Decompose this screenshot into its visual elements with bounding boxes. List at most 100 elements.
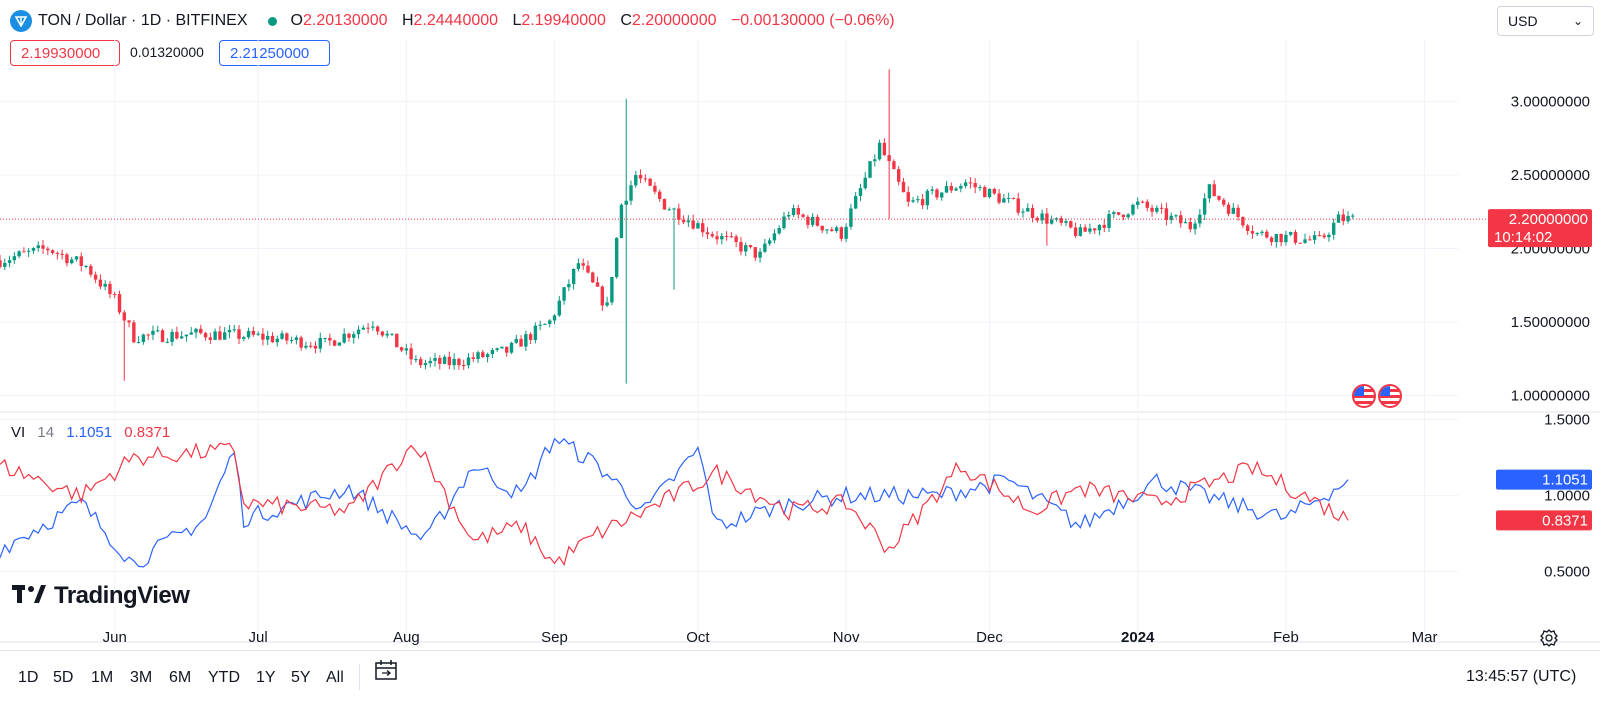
price-tick-label: 1.00000000	[1511, 387, 1590, 404]
tradingview-logo[interactable]: TradingView	[12, 582, 190, 610]
candle-body	[332, 340, 337, 346]
candle-body	[882, 142, 887, 156]
candle-body	[576, 263, 581, 269]
us-flag-icon[interactable]	[1352, 384, 1376, 408]
candle-body	[113, 294, 117, 296]
candle-body	[1112, 212, 1116, 215]
candle-body	[184, 334, 189, 337]
candle-body	[108, 283, 112, 295]
candle-body	[495, 348, 499, 351]
candle-body	[1040, 213, 1044, 221]
candle-body	[810, 216, 815, 225]
candle-body	[753, 247, 757, 258]
vi-tick-label: 0.5000	[1544, 564, 1590, 581]
candle-body	[782, 216, 786, 229]
range-5y-button[interactable]: 5Y	[291, 669, 311, 686]
candle-body	[1217, 196, 1221, 200]
candle-body	[509, 342, 514, 353]
symbol-title[interactable]: TON / Dollar · 1D · BITFINEX	[38, 12, 248, 29]
candle-body	[892, 161, 896, 170]
gear-icon[interactable]	[1539, 628, 1559, 648]
open-value: 2.20130000	[302, 12, 388, 29]
candle-body	[638, 174, 643, 179]
candle-body	[562, 287, 566, 301]
utc-clock[interactable]: 13:45:57 (UTC)	[1466, 668, 1577, 685]
candle-body	[74, 256, 79, 260]
range-1d-button[interactable]: 1D	[18, 669, 39, 686]
candle-body	[227, 329, 232, 333]
candle-body	[691, 220, 695, 229]
candle-body	[485, 354, 490, 358]
candle-body	[1064, 221, 1068, 223]
candle-body	[156, 330, 160, 332]
range-1m-button[interactable]: 1M	[91, 669, 114, 686]
candle-body	[1164, 208, 1169, 220]
candle-body	[796, 208, 801, 215]
currency-select[interactable]: USD ⌄	[1497, 6, 1594, 36]
candle-body	[1107, 214, 1111, 228]
candle-body	[1088, 228, 1092, 232]
candle-body	[1136, 201, 1140, 205]
buy-price-button[interactable]: 2.21250000	[219, 40, 330, 66]
candle-body	[571, 268, 576, 285]
candle-body	[1097, 224, 1102, 231]
candle-body	[853, 195, 858, 209]
candle-body	[696, 223, 700, 229]
candle-body	[538, 324, 542, 326]
sell-price-button[interactable]: 2.19930000	[10, 40, 120, 66]
candle-body	[466, 357, 471, 366]
candle-body	[452, 358, 456, 366]
candle-body	[304, 345, 308, 348]
candle-body	[1212, 184, 1216, 197]
candle-body	[543, 323, 547, 325]
candle-body	[1188, 221, 1193, 230]
candle-body	[442, 356, 447, 364]
candle-body	[1351, 215, 1355, 217]
indicator-legend[interactable]: VI 14 1.1051 0.8371	[11, 424, 170, 441]
market-status-dot[interactable]	[267, 16, 277, 26]
candle-body	[815, 216, 820, 226]
range-3m-button[interactable]: 3M	[130, 669, 153, 686]
candle-body	[1059, 218, 1063, 223]
time-tick-label: 2024	[1121, 629, 1155, 646]
candle-body	[787, 215, 791, 217]
candle-body	[1327, 234, 1331, 238]
candle-body	[218, 331, 222, 340]
calendar-range-icon[interactable]	[374, 658, 398, 682]
candle-body	[1140, 201, 1145, 203]
candle-body	[1049, 219, 1054, 224]
candle-body	[323, 337, 327, 339]
time-tick-label: Nov	[833, 629, 860, 646]
candle-body	[825, 229, 829, 231]
price-tick-label: 2.00000000	[1511, 241, 1590, 258]
candle-body	[103, 283, 107, 287]
us-flag-icon[interactable]	[1378, 384, 1402, 408]
candle-body	[380, 331, 385, 336]
candle-body	[41, 245, 45, 249]
candle-body	[404, 348, 409, 351]
range-all-button[interactable]: All	[326, 669, 344, 686]
candle-body	[189, 332, 193, 335]
candle-body	[806, 216, 810, 225]
range-6m-button[interactable]: 6M	[169, 669, 192, 686]
candle-body	[1054, 218, 1059, 220]
candle-body	[457, 358, 461, 365]
candle-body	[528, 334, 533, 340]
time-tick-label: Dec	[976, 629, 1003, 646]
candle-body	[624, 200, 628, 205]
candle-body	[1045, 213, 1049, 224]
candle-body	[877, 142, 882, 160]
candle-body	[31, 247, 36, 251]
range-ytd-button[interactable]: YTD	[208, 669, 240, 686]
candle-body	[519, 338, 523, 347]
candle-body	[12, 256, 17, 261]
change-value: −0.00130000 (−0.06%)	[730, 12, 895, 29]
candle-body	[1322, 235, 1326, 238]
candle-body	[89, 265, 93, 275]
range-5d-button[interactable]: 5D	[53, 669, 74, 686]
candle-body	[390, 333, 394, 335]
candle-body	[270, 335, 275, 343]
candle-body	[1092, 228, 1097, 231]
range-1y-button[interactable]: 1Y	[256, 669, 276, 686]
